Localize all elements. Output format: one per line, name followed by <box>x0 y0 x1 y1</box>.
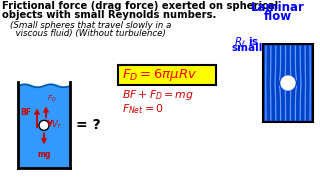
Text: flow: flow <box>264 10 292 23</box>
Bar <box>118 65 216 85</box>
Text: (Small spheres that travel slowly in a: (Small spheres that travel slowly in a <box>10 21 172 30</box>
Text: $BF + F_D = mg$: $BF + F_D = mg$ <box>122 88 194 102</box>
Text: Frictional force (drag force) exerted on spherical: Frictional force (drag force) exerted on… <box>2 1 278 11</box>
Text: $R_\ell$ is: $R_\ell$ is <box>234 35 260 49</box>
Text: mg: mg <box>37 150 51 159</box>
Text: = ?: = ? <box>76 118 100 132</box>
Text: viscous fluid) (Without turbulence): viscous fluid) (Without turbulence) <box>10 29 166 38</box>
Circle shape <box>281 76 295 90</box>
Text: $F_{Net} = 0$: $F_{Net} = 0$ <box>122 102 164 116</box>
Text: BF: BF <box>20 108 31 117</box>
Text: $V_T$: $V_T$ <box>51 118 63 131</box>
Circle shape <box>39 120 49 130</box>
Text: small: small <box>231 43 263 53</box>
Text: objects with small Reynolds numbers.: objects with small Reynolds numbers. <box>2 10 216 20</box>
Bar <box>18 86 70 168</box>
Text: $F_D = 6\pi\mu Rv$: $F_D = 6\pi\mu Rv$ <box>122 67 197 83</box>
Text: $F_D$: $F_D$ <box>47 94 57 104</box>
Bar <box>263 44 313 122</box>
Text: Laminar: Laminar <box>251 1 305 14</box>
